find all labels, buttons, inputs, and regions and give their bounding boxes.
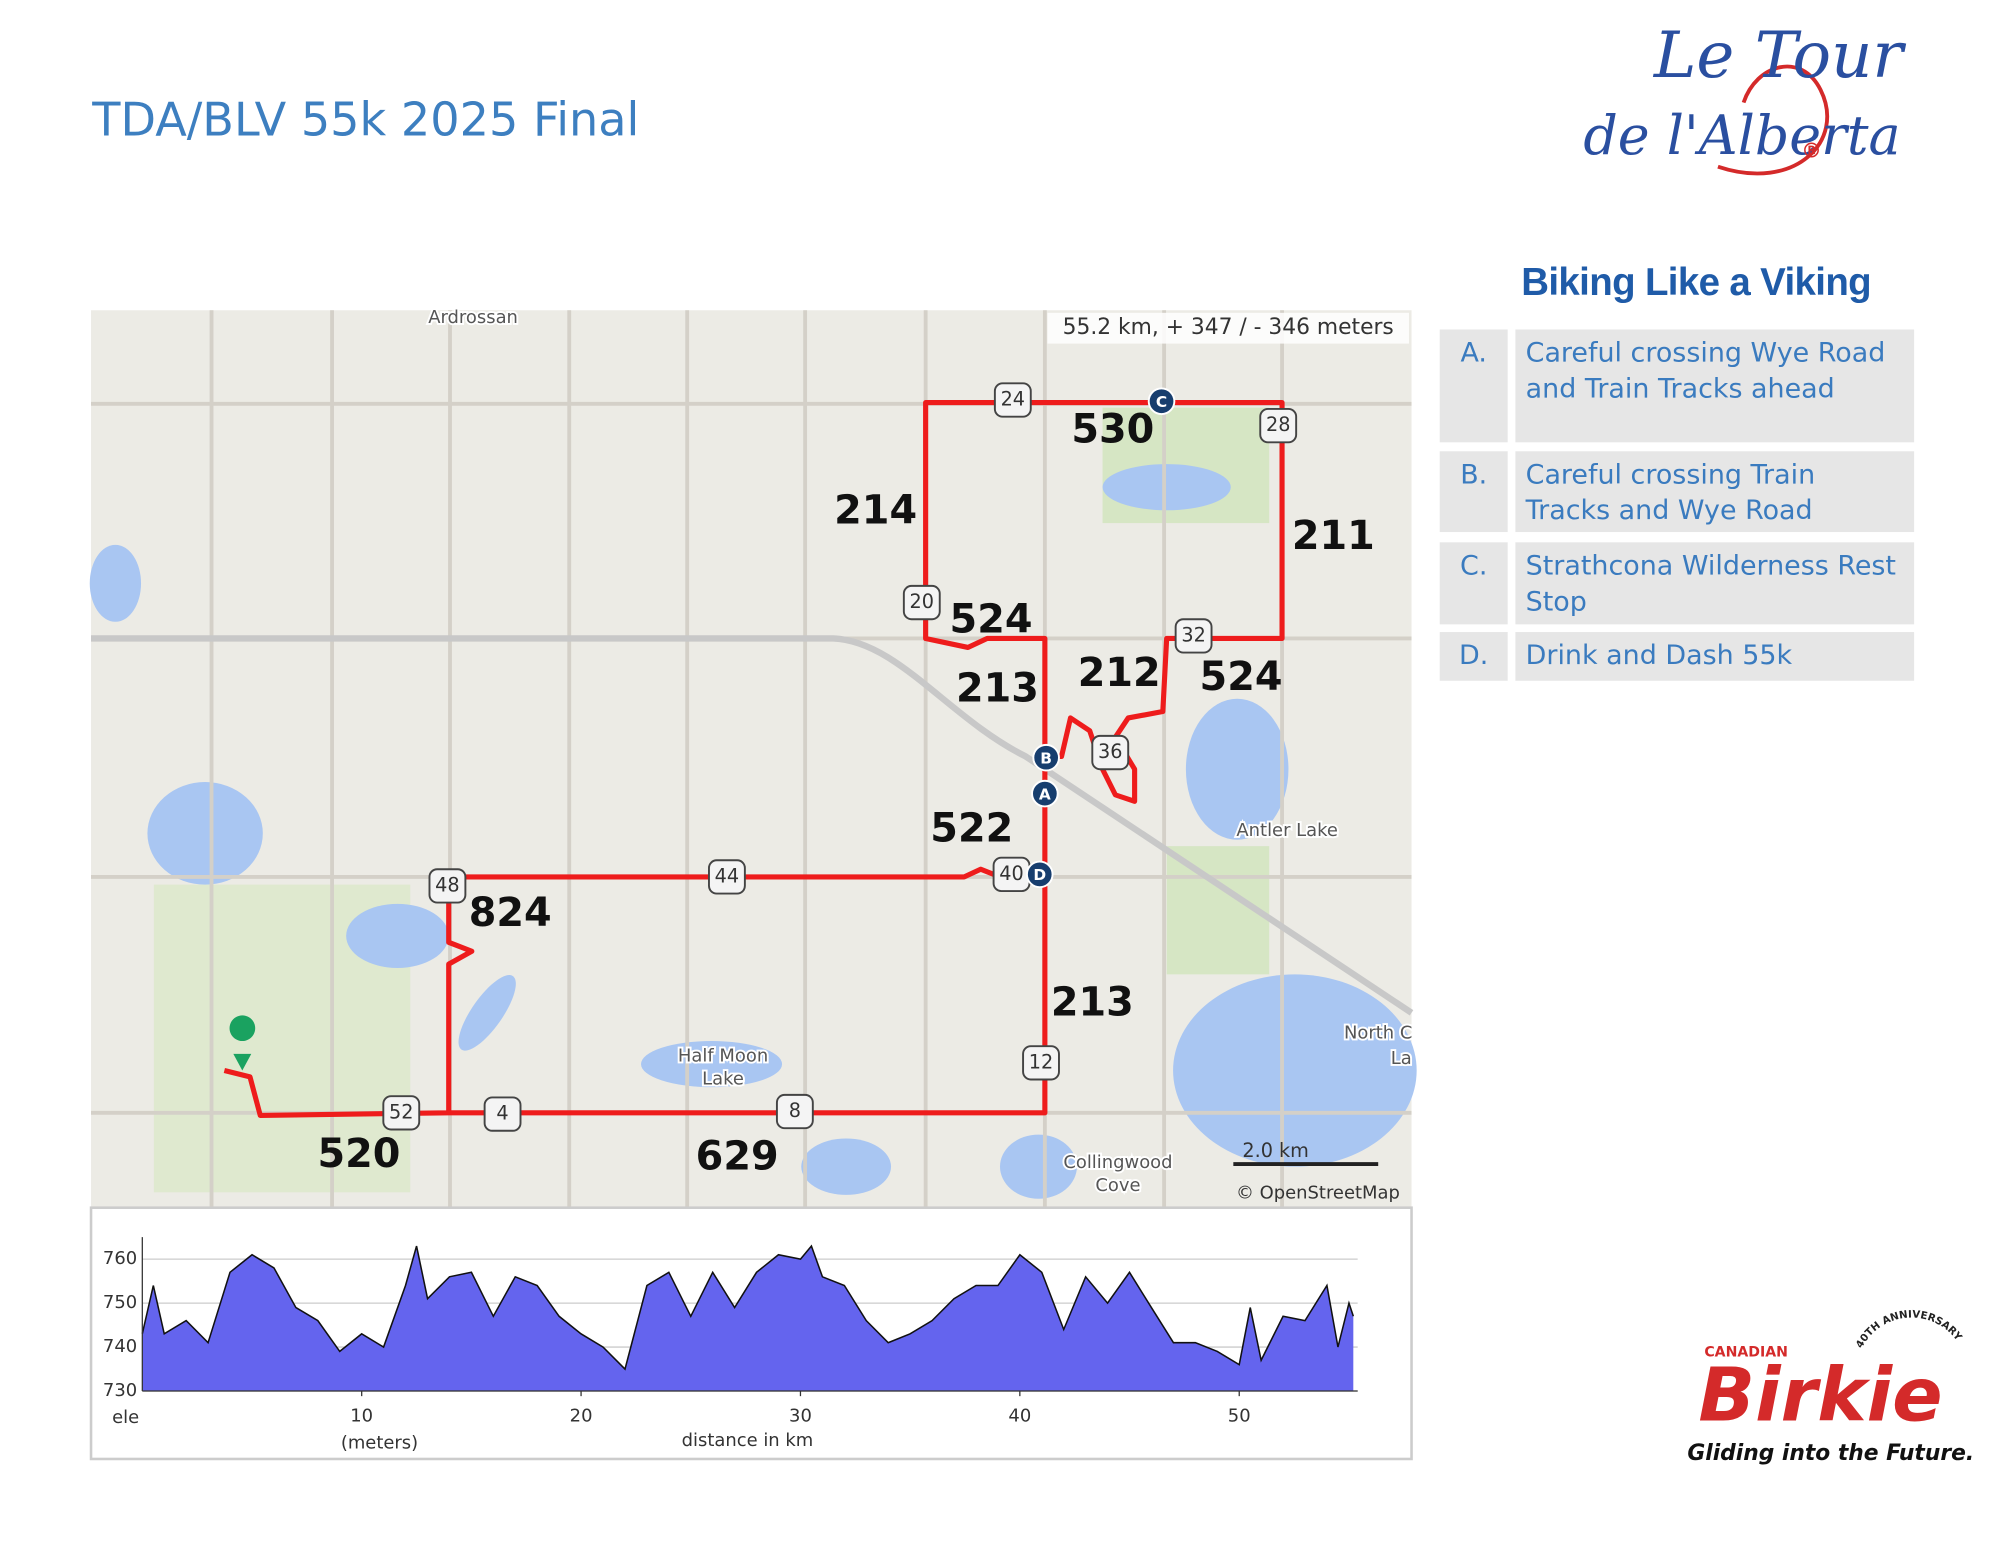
- segment-label: 524: [950, 596, 1033, 642]
- place: Antler Lake: [1236, 820, 1338, 841]
- stats-box: [1047, 312, 1409, 344]
- segment-label: 522: [930, 805, 1013, 851]
- x-tick-label: 20: [570, 1406, 593, 1427]
- road-marker: 4: [496, 1102, 508, 1125]
- road-marker: 8: [789, 1099, 801, 1122]
- waypoint-letter: A: [1039, 785, 1051, 803]
- note-letter: A.: [1439, 329, 1508, 443]
- x-tick-label: 30: [789, 1406, 812, 1427]
- start-marker: [229, 1015, 256, 1071]
- logo-line2: de l'Alberta: [1583, 104, 1900, 167]
- elevation-chart: 730 740 750 760 10 20 30 40 50 ele (meters) distanc…: [103, 1237, 1358, 1454]
- road-marker-box: [1022, 1045, 1060, 1081]
- road-marker-box: [775, 1093, 814, 1130]
- y-tick-label: 740: [103, 1336, 137, 1357]
- road-marker: 12: [1029, 1050, 1053, 1073]
- y-tick-label: 750: [103, 1292, 137, 1313]
- road-marker: 32: [1181, 623, 1205, 646]
- road-marker-box: [1259, 408, 1298, 444]
- road-marker: 40: [999, 862, 1023, 885]
- logo-tagline: Biking Like a Viking: [1521, 261, 1871, 304]
- segment-label: 213: [1051, 980, 1134, 1026]
- note-text: Drink and Dash 55k: [1515, 632, 1915, 681]
- waypoint-dot: [1025, 860, 1054, 889]
- segment-label: 629: [696, 1133, 779, 1179]
- attribution: © OpenStreetMap: [1236, 1183, 1400, 1204]
- elevation-line: [141, 1244, 1355, 1371]
- note-letter: D.: [1439, 632, 1508, 681]
- birkie-name: Birkie: [1698, 1352, 1942, 1439]
- place: Ardrossan: [428, 307, 518, 328]
- birkie-slogan: Gliding into the Future.: [1687, 1441, 1974, 1466]
- road-marker-box: [1091, 734, 1130, 771]
- logo-mark: ®: [1801, 139, 1822, 163]
- road-marker: 52: [389, 1100, 413, 1123]
- y-tick-label: 730: [103, 1380, 137, 1401]
- place: Collingwood: [1063, 1152, 1172, 1173]
- road-marker: 28: [1266, 413, 1290, 436]
- road-marker-box: [993, 382, 1032, 418]
- segment-label: 530: [1071, 407, 1154, 453]
- road-marker-box: [1174, 618, 1213, 654]
- stats: 55.2 km, + 347 / - 346 meters: [1063, 315, 1394, 340]
- road-marker-box: [428, 868, 467, 904]
- waypoint-letter: C: [1156, 393, 1167, 411]
- highway: [91, 635, 1414, 1016]
- waypoint-dot: [1031, 779, 1059, 808]
- logo-line1: Le Tour: [1653, 19, 1907, 93]
- road-marker: 44: [715, 864, 739, 887]
- x-tick-label: 50: [1228, 1406, 1251, 1427]
- segment-label: 524: [1200, 654, 1283, 700]
- note-text: Careful crossing Wye Road and Train Trac…: [1515, 329, 1915, 443]
- waypoint-dot: [1032, 743, 1060, 772]
- segment-label: 520: [317, 1131, 400, 1177]
- note-text: Careful crossing Train Tracks and Wye Ro…: [1515, 451, 1915, 533]
- road-marker-box: [483, 1096, 522, 1132]
- logo-swoosh: [1717, 64, 1829, 176]
- x-tick-label: 10: [350, 1406, 373, 1427]
- y-tick-label: 760: [103, 1248, 137, 1269]
- birkie-small: CANADIAN: [1704, 1344, 1788, 1360]
- segment-label: 213: [956, 666, 1039, 712]
- road-marker: 20: [910, 590, 934, 613]
- birkie-anniversary: 40TH ANNIVERSARY: [1854, 1308, 1965, 1350]
- y-axis-label: ele: [112, 1407, 139, 1428]
- waypoints: C BA D: [1025, 387, 1176, 889]
- place: Cove: [1095, 1175, 1140, 1196]
- x-tick-label: 40: [1008, 1406, 1031, 1427]
- road-marker: 24: [1001, 387, 1025, 410]
- birkie-anniversary-path: 40TH ANNIVERSARY: [1854, 1308, 1965, 1350]
- waypoint-dot: [1147, 387, 1176, 416]
- road-marker: 36: [1098, 740, 1122, 763]
- segment-label: 824: [469, 890, 552, 936]
- water: [89, 464, 1417, 1199]
- segment-label: 214: [834, 487, 917, 533]
- note-text: Strathcona Wilderness Rest Stop: [1515, 542, 1915, 625]
- road-marker-box: [902, 584, 941, 621]
- waypoint-letter: B: [1040, 749, 1052, 767]
- road-marker-box: [708, 859, 746, 895]
- road-marker: 48: [435, 873, 459, 896]
- place: Lake: [702, 1068, 744, 1089]
- x-axis-label: distance in km: [682, 1430, 814, 1451]
- note-letter: B.: [1439, 451, 1508, 533]
- segment-label: 211: [1292, 513, 1375, 559]
- scale-label: 2.0 km: [1242, 1139, 1309, 1162]
- title: TDA/BLV 55k 2025 Final: [91, 93, 639, 147]
- y-axis-units: (meters): [341, 1433, 418, 1454]
- map: 55.2 km, + 347 / - 346 meters 2.0 km © O…: [89, 305, 1417, 1208]
- place: Half Moon: [678, 1045, 768, 1066]
- road-marker-box: [382, 1095, 421, 1131]
- waypoint-letter: D: [1033, 866, 1046, 884]
- segment-label: 212: [1078, 650, 1161, 696]
- place: La: [1391, 1048, 1412, 1069]
- note-letter: C.: [1439, 542, 1508, 625]
- place: North C: [1344, 1022, 1412, 1043]
